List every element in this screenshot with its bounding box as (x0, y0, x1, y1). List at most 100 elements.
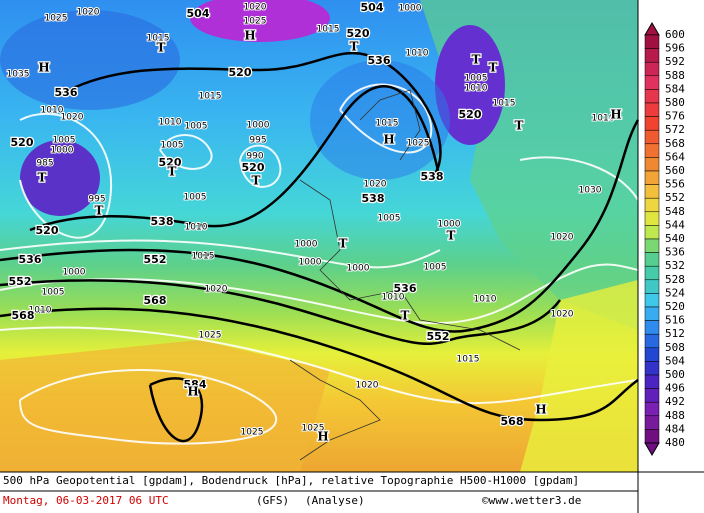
pressure-label: 1010 (465, 84, 488, 94)
geopotential-label: 520 (347, 27, 370, 40)
geopotential-label: 520 (459, 108, 482, 121)
colorbar-cell (644, 116, 660, 131)
pressure-label: 1000 (299, 258, 322, 268)
colorbar-label: 528 (665, 273, 685, 286)
pressure-label: 1010 (185, 223, 208, 233)
pressure-label: 1030 (579, 186, 602, 196)
geopotential-label: 536 (19, 253, 42, 266)
colorbar-label: 500 (665, 368, 685, 381)
pressure-label: 1005 (424, 263, 447, 273)
date: Montag, 06-03-2017 06 UTC (3, 494, 169, 507)
geopotential-label: 538 (362, 192, 385, 205)
pressure-label: 1010 (29, 306, 52, 316)
pressure-label: 1005 (378, 214, 401, 224)
coastlines (289, 89, 521, 461)
high-marker: H (38, 61, 49, 75)
pressure-label: 1015 (192, 252, 215, 262)
colorbar-label: 532 (665, 259, 685, 272)
colorbar-cell (644, 61, 660, 77)
pressure-label: 1025 (302, 424, 325, 434)
colorbar-label: 540 (665, 232, 685, 245)
colorbar-label: 508 (665, 341, 685, 354)
pressure-label: 1020 (364, 180, 387, 190)
colorbar-cell (644, 184, 660, 199)
pressure-label: 1010 (592, 114, 615, 124)
colorbar-cell (644, 347, 660, 362)
pressure-label: 1010 (382, 293, 405, 303)
colorbar-cell (644, 102, 660, 117)
colorbar-label: 492 (665, 395, 685, 408)
colorbar-label: 484 (665, 422, 685, 435)
colorbar-cell (644, 279, 660, 294)
colorbar-cell (644, 252, 660, 267)
colorbar-label: 556 (665, 178, 685, 191)
pressure-label: 1000 (347, 264, 370, 274)
analysis: (Analyse) (305, 494, 365, 507)
colorbar-cell (644, 34, 660, 49)
colorbar-label: 504 (665, 354, 685, 367)
geopotential-label: 552 (144, 253, 167, 266)
high-marker: H (244, 29, 255, 43)
caption: 500 hPa Geopotential [gpdam], Bodendruck… (3, 474, 579, 487)
colorbar-cell (644, 361, 660, 376)
pressure-label: 1025 (407, 139, 430, 149)
colorbar-label: 564 (665, 150, 685, 163)
orange-zone (0, 340, 330, 472)
pressure-label: 1015 (199, 92, 222, 102)
colorbar-label: 548 (665, 205, 685, 218)
pressure-label: 1010 (406, 49, 429, 59)
geopotential-label: 520 (11, 136, 34, 149)
low-marker: T (515, 119, 524, 133)
low-marker: T (157, 41, 166, 55)
colorbar-arrow (644, 442, 660, 456)
pressure-label: 1015 (147, 34, 170, 44)
pressure-label: 1020 (244, 3, 267, 13)
colorbar-label: 596 (665, 42, 685, 55)
low-marker: T (350, 40, 359, 54)
map-area (0, 0, 640, 472)
colorbar-cell (644, 170, 660, 185)
colorbar-cell (644, 374, 660, 389)
pressure-label: 1020 (61, 113, 84, 123)
pressure-label: 985 (36, 159, 53, 169)
pressure-label: 1020 (551, 233, 574, 243)
low-marker: T (168, 165, 177, 179)
low-core (190, 0, 330, 42)
pressure-label: 1015 (457, 355, 480, 365)
pressure-label: 1005 (465, 74, 488, 84)
high-marker: H (317, 430, 328, 444)
pressure-label: 1005 (161, 141, 184, 151)
pressure-label: 1000 (63, 268, 86, 278)
colorbar-label: 592 (665, 55, 685, 68)
colorbar-label: 572 (665, 123, 685, 136)
geopotential-label: 504 (361, 1, 384, 14)
colorbar-cell (644, 89, 660, 104)
geopotential-label: 584 (184, 378, 207, 391)
pressure-label: 995 (88, 195, 105, 205)
low-marker: T (252, 174, 261, 188)
geopotential-label: 538 (151, 215, 174, 228)
pressure-label: 1000 (399, 4, 422, 14)
low-marker: T (401, 309, 410, 323)
pressure-label: 1020 (205, 285, 228, 295)
pressure-label: 1025 (45, 14, 68, 24)
colorbar-cell (644, 320, 660, 335)
colorbar-cell (644, 157, 660, 172)
colorbar-label: 516 (665, 314, 685, 327)
colorbar-cell (644, 211, 660, 226)
pressure-label: 1025 (199, 331, 222, 341)
colorbar-label: 520 (665, 300, 685, 313)
cold-zone (0, 10, 180, 110)
geopotential-label: 552 (9, 275, 32, 288)
pressure-label: 1000 (247, 121, 270, 131)
pressure-label: 990 (246, 152, 263, 162)
colorbar-cell (644, 75, 660, 90)
low-marker: T (38, 171, 47, 185)
colorbar-cell (644, 143, 660, 158)
colorbar-cell (644, 429, 660, 444)
low-marker: T (489, 61, 498, 75)
geopotential-label: 520 (229, 66, 252, 79)
colorbar-cell (644, 415, 660, 430)
